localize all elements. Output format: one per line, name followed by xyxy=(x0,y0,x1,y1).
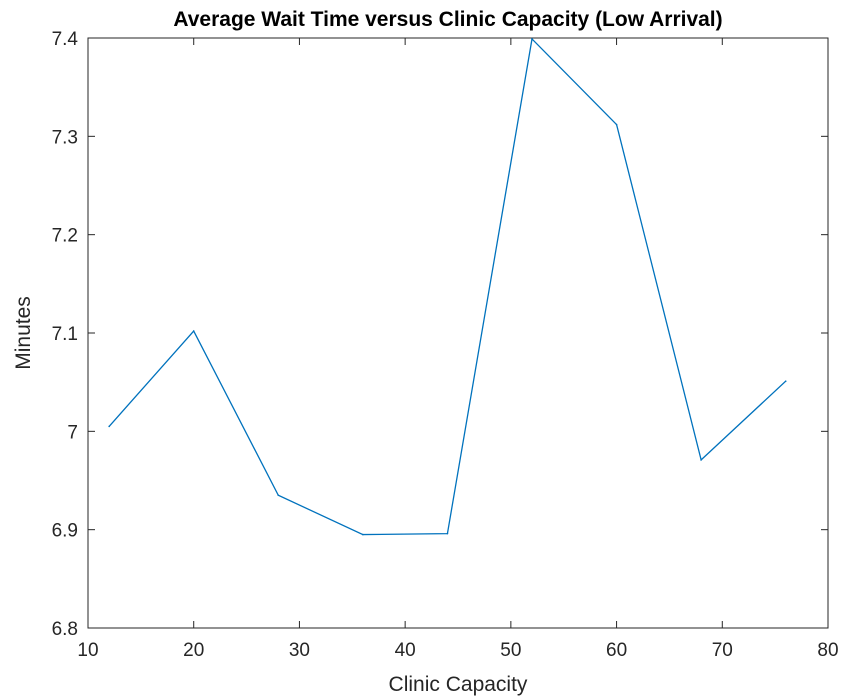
series-line xyxy=(108,37,787,536)
x-tick-label: 50 xyxy=(500,640,521,661)
x-tick-label: 30 xyxy=(289,640,310,661)
y-tick-label: 7 xyxy=(67,422,78,443)
x-tick-label: 40 xyxy=(395,640,416,661)
data-point xyxy=(277,494,280,497)
data-point xyxy=(784,380,787,382)
data-point xyxy=(108,425,110,428)
x-axis-label: Clinic Capacity xyxy=(389,673,528,696)
y-tick-label: 7.1 xyxy=(52,324,78,345)
y-tick-label: 7.4 xyxy=(52,29,79,50)
data-point xyxy=(700,459,702,461)
y-tick-label: 6.8 xyxy=(52,619,78,640)
data-point xyxy=(615,123,618,126)
plot-frame xyxy=(87,37,829,629)
chart-title: Average Wait Time versus Clinic Capacity… xyxy=(173,8,722,31)
plot-area: 10 20 30 40 50 60 70 80 6.8 6.9 7 7.1 7.2 7.3 7.4 xyxy=(52,29,839,661)
x-tick-label: 20 xyxy=(183,640,204,661)
x-tick-label: 70 xyxy=(712,640,733,661)
data-point xyxy=(531,38,533,40)
data-point xyxy=(446,532,449,535)
data-point xyxy=(192,330,195,332)
x-tick-label: 60 xyxy=(606,640,627,661)
y-tick-label: 7.2 xyxy=(52,226,78,247)
x-tick-label: 10 xyxy=(77,640,98,661)
y-tick-label: 7.3 xyxy=(52,127,78,148)
y-axis-label: Minutes xyxy=(12,296,35,370)
x-tick-label: 80 xyxy=(817,640,838,661)
y-tick-label: 6.9 xyxy=(52,521,78,542)
data-point xyxy=(362,533,364,536)
